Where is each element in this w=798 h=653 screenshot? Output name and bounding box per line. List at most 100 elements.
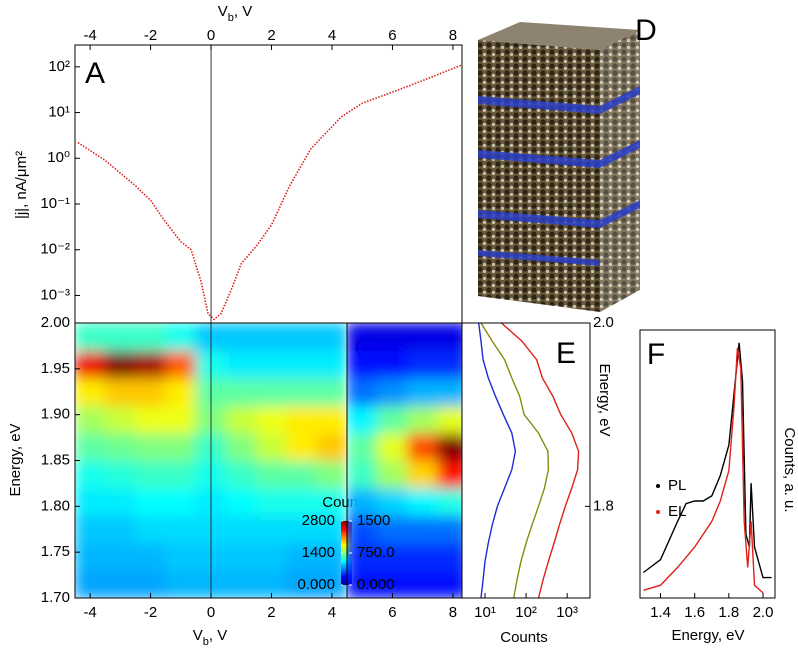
data-line [500,323,580,598]
heat-cell [376,377,409,406]
y-tick-label: 10⁰ [47,149,70,166]
data-line [77,64,462,321]
heat-cell [376,405,409,434]
heat-cell [347,405,378,434]
colorbar-tick-label: 1400 [302,544,335,561]
x-tick-label: 4 [328,27,336,44]
axis-title-part: V [218,3,228,20]
y-tick-label: 2.00 [41,314,70,331]
x-tick-label: 4 [328,604,336,621]
x-tick-label: 1.4 [650,604,671,621]
heat-cell [75,515,106,544]
heat-cell [407,323,439,351]
x-tick-label: 8 [449,604,457,621]
heat-cell [286,515,318,544]
plot [478,323,580,598]
heat-cell [255,377,288,406]
heat-cell [104,432,136,461]
heat-cell [165,542,197,571]
heat-cell [437,515,462,544]
heat-cell [437,377,462,406]
data-line [642,342,772,579]
heat-cell [347,515,378,544]
x-tick-label: 10³ [556,604,578,621]
heat-cell [75,542,106,571]
heat-cell [255,460,288,489]
heat-cell [255,350,288,379]
y-tick-label: 10² [48,58,70,75]
heat-cell [347,570,378,598]
heat-cell [255,432,288,461]
heat-cell [437,487,462,516]
legend-label: PL [668,477,686,494]
heat-cell [437,460,462,489]
heat-cell [437,350,462,379]
x-tick-label: 0 [207,27,215,44]
heat-cell [165,515,197,544]
colorbar-tick-label: 0.000 [297,576,335,593]
heat-cell [104,515,136,544]
heat-cell [407,542,439,571]
heat-cell [225,323,257,351]
y-tick-label: 10⁻³ [40,286,70,303]
heat-cell [225,542,257,571]
axis-title: Vb, V [193,627,227,648]
heat-cell [104,487,136,516]
heat-cell [255,487,288,516]
heat-cell [255,323,288,351]
colorbar-tick-label: 2800 [302,512,335,529]
y-tick-label: 1.95 [41,360,70,377]
heat-cell [316,460,347,489]
heat-cell [165,377,197,406]
heat-cell [104,405,136,434]
heat-cell [407,432,439,461]
x-tick-label: 1.8 [718,604,739,621]
heat-cell [286,350,318,379]
heat-cell [286,405,318,434]
axis-title-part: , V [209,627,227,644]
heat-cell [104,377,136,406]
heat-cell [134,542,167,571]
x-tick-label: 0 [207,604,215,621]
y-tick-label: 1.85 [41,451,70,468]
heat-cell [347,487,378,516]
heat-cell [134,377,167,406]
heat-cell [347,432,378,461]
heat-cell [165,323,197,351]
y-tick-label: 1.75 [41,543,70,560]
heat-cell [225,432,257,461]
colorbar-tick-label: 750.0 [357,544,395,561]
heat-cell [437,323,462,351]
heat-cell [316,377,347,406]
heat-cell [376,432,409,461]
y-tick-label: 1.8 [593,497,614,514]
heat-cell [134,460,167,489]
heat-cell [104,570,136,598]
heat-cell [316,323,347,351]
x-tick-label: 2 [267,27,275,44]
axis-title: Counts, a. u. [781,427,798,512]
heat-cell [165,570,197,598]
data-line [480,323,550,598]
heat-cell [286,323,318,351]
heat-cell [316,432,347,461]
heat-cell [407,405,439,434]
heat-cell [225,350,257,379]
heat-cell [165,460,197,489]
legend-marker [656,484,660,488]
y-tick-label: 2.0 [593,314,614,331]
legend-label: EL [668,503,686,520]
data-line [478,323,517,598]
y-tick-label: 10⁻¹ [40,195,70,212]
colorbar-tick-label: 1500 [357,512,390,529]
plot [642,342,772,594]
heat-cell [104,460,136,489]
crystal-illustration [478,22,640,312]
axis-title: Counts [500,629,548,646]
data-line [643,347,764,594]
heat-cell [376,350,409,379]
heat-cell [376,460,409,489]
y-tick-label: 10¹ [48,104,70,121]
heat-cell [134,515,167,544]
x-tick-label: -2 [144,27,157,44]
